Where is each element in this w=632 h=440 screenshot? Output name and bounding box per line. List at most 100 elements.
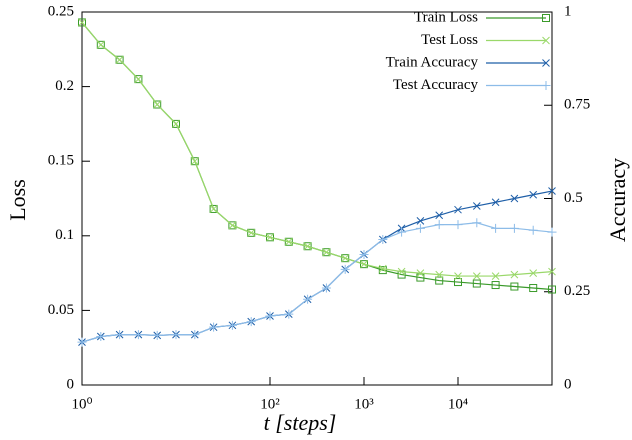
marker [134,75,143,84]
y2-tick-label: 0.75 [564,97,590,113]
marker [153,100,162,109]
marker [453,220,463,230]
marker [96,332,106,342]
marker [378,235,388,245]
marker [78,18,86,27]
marker [266,233,274,242]
marker [359,249,369,259]
x-tick-label: 10³ [354,396,374,412]
marker [341,254,350,263]
marker [529,190,538,199]
marker [247,228,256,237]
marker [171,330,181,340]
marker [153,100,162,109]
plot-frame [81,11,553,386]
y2-tick-label: 0 [564,376,572,392]
marker [209,205,218,213]
y-tick-label: 0.25 [48,3,74,19]
marker [133,330,143,340]
marker [303,242,312,251]
marker [529,269,538,277]
marker [190,157,199,166]
marker [360,260,368,269]
marker [472,279,481,288]
marker [78,18,86,27]
marker [322,248,331,257]
y-axis-label: Loss [5,179,30,221]
y-tick-label: 0.2 [55,78,74,94]
y2-tick-label: 0.5 [564,190,583,206]
y-tick-label: 0 [67,376,75,392]
marker [247,228,256,237]
marker [547,227,557,237]
x-tick-label: 10⁴ [448,396,468,412]
marker [416,217,425,225]
marker [284,237,293,246]
marker [209,322,219,332]
marker [115,55,124,64]
legend-marker [541,81,551,90]
marker [528,225,538,235]
marker [378,264,387,273]
marker [510,194,519,203]
marker [172,119,180,128]
y2-tick-label: 1 [564,3,572,19]
legend-marker [542,14,550,22]
series-line [81,190,553,343]
marker [265,311,275,321]
legend-marker [542,59,550,67]
marker [416,269,425,277]
marker [397,267,406,276]
marker [472,202,481,210]
marker [227,320,237,330]
marker [115,330,125,340]
marker [454,205,462,214]
marker [190,157,199,166]
y2-axis-label: Accuracy [605,158,630,242]
legend-label: Train Accuracy [386,54,479,70]
marker [416,273,425,282]
marker [548,285,556,294]
marker [77,337,87,347]
marker [509,223,519,233]
marker [435,270,444,279]
marker [284,309,294,319]
marker [548,187,556,195]
series-line [81,222,553,343]
marker [491,223,501,233]
marker [341,254,350,263]
marker [434,220,444,230]
x-tick-label: 10⁰ [71,396,92,412]
marker [454,278,462,287]
marker [360,260,368,269]
x-tick-label: 10² [260,396,280,412]
marker [435,211,444,220]
marker [491,198,500,207]
series-line [81,22,553,277]
marker [209,204,218,213]
marker [246,317,256,327]
marker [435,276,444,285]
legend-label: Test Accuracy [393,77,479,93]
marker [472,272,481,280]
marker [134,75,143,83]
marker [340,264,350,274]
marker [115,55,124,64]
marker [172,120,180,128]
marker [491,281,500,290]
marker [190,330,200,340]
marker [510,282,519,291]
marker [415,223,425,233]
marker [303,242,312,251]
legend-label: Train Loss [414,9,478,25]
marker [303,294,313,304]
y-tick-label: 0.1 [55,227,74,243]
y-tick-label: 0.05 [48,302,74,318]
marker [378,266,387,275]
y-tick-label: 0.15 [48,153,74,169]
marker [284,237,293,246]
y2-tick-label: 0.25 [564,283,590,299]
marker [152,330,162,340]
marker [96,40,105,49]
